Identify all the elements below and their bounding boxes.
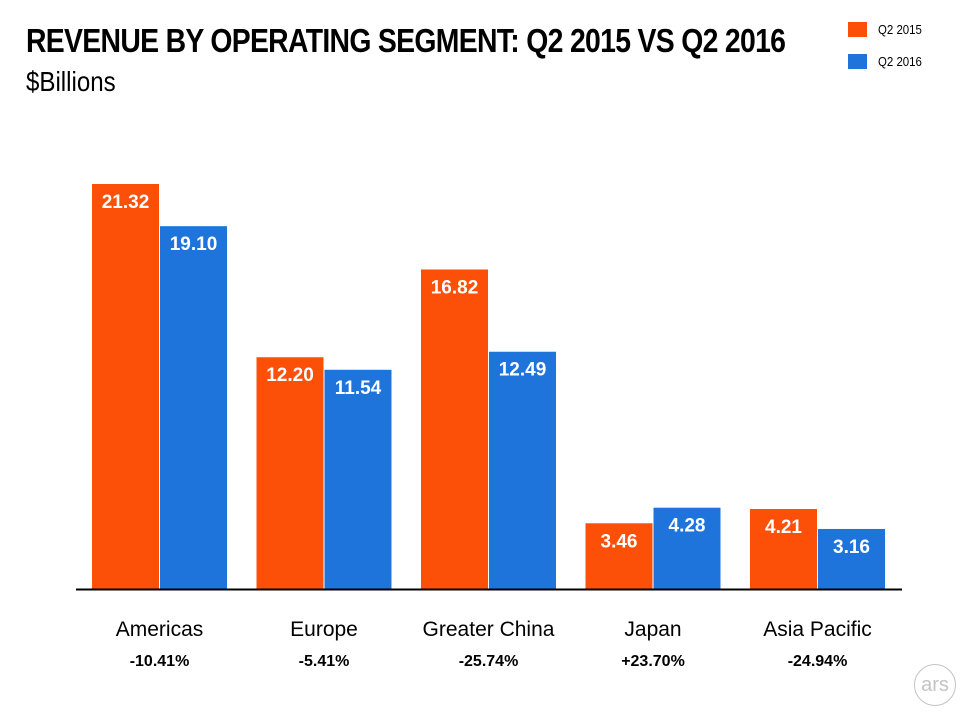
chart-subtitle: $Billions: [26, 66, 116, 97]
bar-europe-q2-2015: [256, 357, 324, 589]
bar-europe-q2-2016: [324, 369, 392, 589]
ars-logo: ars: [914, 664, 956, 706]
bar-asia-pacific-q2-2016: [818, 528, 885, 589]
change-label-americas: -10.41%: [130, 653, 190, 670]
category-label-europe: Europe: [290, 618, 358, 641]
bar-americas-q2-2016: [160, 226, 227, 589]
chart-title: REVENUE BY OPERATING SEGMENT: Q2 2015 VS…: [26, 22, 786, 59]
category-label-asia-pacific: Asia Pacific: [763, 618, 872, 641]
legend-label-q2-2016: Q2 2016: [878, 54, 922, 69]
value-label-japan-q2-2015: 3.46: [601, 531, 638, 552]
bar-greater-china-q2-2015: [421, 269, 488, 589]
bar-asia-pacific-q2-2015: [750, 509, 817, 589]
value-label-greater-china-q2-2016: 12.49: [499, 360, 547, 381]
bar-japan-q2-2016: [653, 507, 721, 589]
legend-swatch-q2-2015: [848, 22, 867, 37]
change-label-asia-pacific: -24.94%: [788, 653, 848, 670]
category-label-japan: Japan: [624, 618, 681, 641]
legend: Q2 2015 Q2 2016: [848, 21, 928, 85]
change-label-europe: -5.41%: [299, 653, 350, 670]
value-label-americas-q2-2015: 21.32: [102, 192, 150, 213]
value-label-europe-q2-2016: 11.54: [335, 378, 382, 399]
legend-item-q2-2016: Q2 2016: [848, 53, 928, 70]
value-label-asia-pacific-q2-2015: 4.21: [765, 517, 802, 538]
category-label-greater-china: Greater China: [423, 618, 555, 641]
change-label-greater-china: -25.74%: [459, 653, 519, 670]
value-label-americas-q2-2016: 19.10: [170, 234, 218, 255]
bar-japan-q2-2015: [585, 523, 653, 589]
bar-americas-q2-2015: [92, 184, 159, 589]
value-label-greater-china-q2-2015: 16.82: [431, 277, 479, 298]
value-label-japan-q2-2016: 4.28: [669, 516, 706, 537]
legend-swatch-q2-2016: [848, 54, 867, 69]
value-label-asia-pacific-q2-2016: 3.16: [833, 537, 870, 558]
change-label-japan: +23.70%: [621, 653, 685, 670]
bar-greater-china-q2-2016: [489, 351, 556, 589]
category-label-americas: Americas: [116, 618, 204, 641]
value-label-europe-q2-2015: 12.20: [266, 365, 314, 386]
legend-item-q2-2015: Q2 2015: [848, 21, 928, 38]
legend-label-q2-2015: Q2 2015: [878, 22, 922, 37]
